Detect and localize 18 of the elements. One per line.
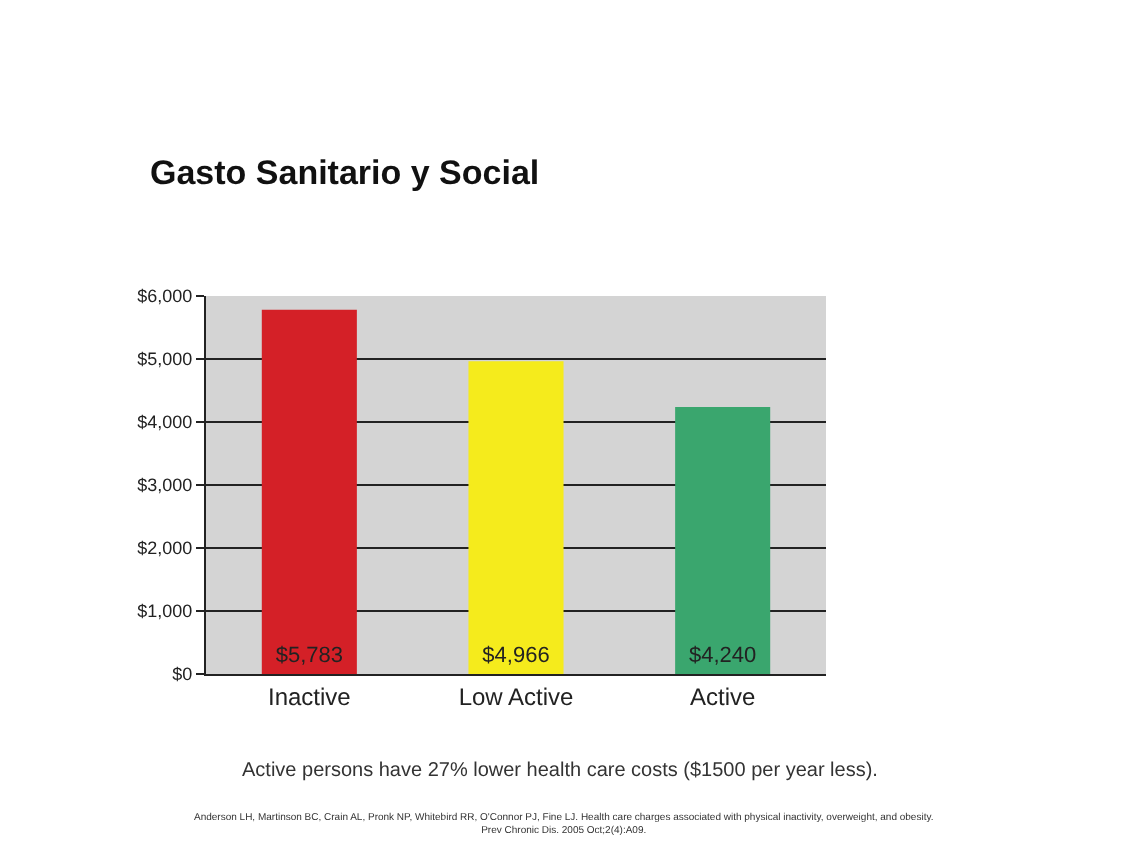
data-label: $4,966 — [482, 644, 550, 668]
x-tick-label: Low Active — [458, 682, 574, 711]
y-tick-label: $4,000 — [137, 412, 193, 433]
bar — [261, 309, 357, 674]
bar — [468, 361, 564, 674]
y-tick-label: $6,000 — [137, 286, 193, 307]
chart-title: Gasto Sanitario y Social — [150, 153, 540, 192]
y-tick-label: $2,000 — [137, 538, 193, 559]
x-tick-label: Inactive — [267, 682, 352, 711]
y-tick-label: $5,000 — [137, 349, 193, 370]
y-tick-label: $3,000 — [137, 475, 193, 496]
text: Active persons have 27% lower health care costs ($1500 per year less). — [242, 760, 878, 782]
x-tick-label: Active — [689, 682, 756, 711]
data-label: $5,783 — [275, 644, 343, 668]
y-tick-label: $1,000 — [137, 601, 193, 622]
data-label: $4,240 — [689, 644, 757, 668]
bar — [675, 406, 771, 674]
y-tick-label: $0 — [172, 664, 193, 685]
